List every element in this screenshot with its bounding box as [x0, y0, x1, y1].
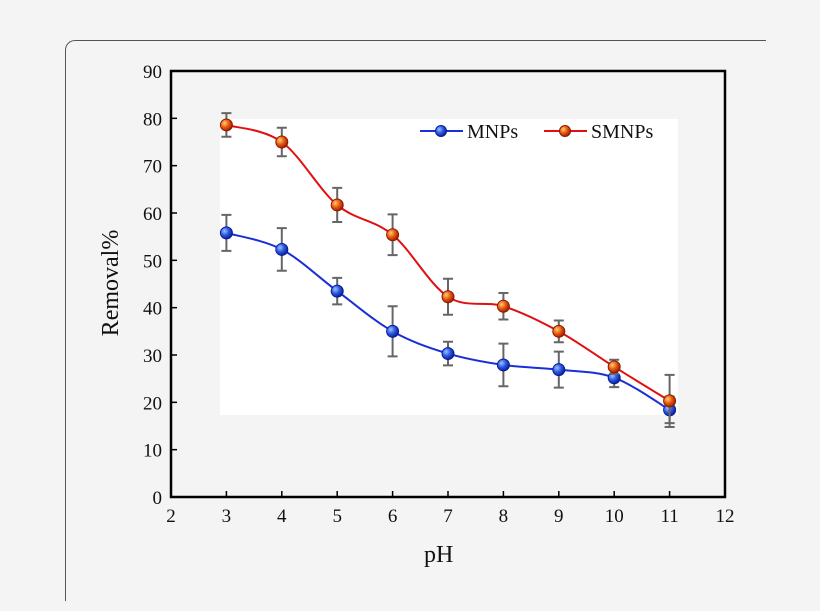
data-point-smnps: [441, 290, 455, 304]
x-tick-label: 10: [605, 506, 624, 527]
x-tick-label: 5: [332, 506, 342, 527]
y-tick-label: 60: [143, 204, 162, 225]
data-point-mnps: [441, 347, 455, 361]
legend-marker-mnps: [435, 125, 447, 137]
data-point-mnps: [552, 363, 566, 377]
data-point-smnps: [386, 228, 400, 242]
data-point-smnps: [496, 299, 510, 313]
x-axis-label: pH: [424, 542, 453, 568]
legend-marker-smnps: [559, 125, 571, 137]
y-tick-label: 70: [143, 157, 162, 178]
data-point-smnps: [275, 135, 289, 149]
x-tick-label: 4: [277, 506, 287, 527]
y-axis-label: Removal%: [98, 230, 124, 337]
x-tick-label: 7: [443, 506, 453, 527]
data-point-smnps: [607, 360, 621, 374]
x-tick-label: 11: [660, 506, 678, 527]
data-point-mnps: [275, 242, 289, 256]
x-tick-label: 2: [166, 506, 176, 527]
y-tick-label: 90: [143, 62, 162, 83]
y-tick-label: 80: [143, 109, 162, 130]
data-point-mnps: [330, 284, 344, 298]
legend-label-smnps: SMNPs: [591, 121, 653, 143]
data-point-smnps: [330, 198, 344, 212]
data-point-mnps: [386, 324, 400, 338]
data-point-mnps: [219, 226, 233, 240]
x-tick-label: 9: [554, 506, 564, 527]
y-tick-label: 20: [143, 393, 162, 414]
x-tick-label: 8: [499, 506, 509, 527]
legend: MNPs SMNPs: [420, 121, 653, 143]
y-tick-label: 50: [143, 251, 162, 272]
x-tick-label: 3: [222, 506, 232, 527]
figure-frame: [65, 40, 766, 601]
data-point-smnps: [219, 118, 233, 132]
data-point-smnps: [552, 324, 566, 338]
legend-label-mnps: MNPs: [467, 121, 518, 143]
y-tick-label: 40: [143, 299, 162, 320]
data-point-smnps: [663, 394, 677, 408]
y-tick-label: 30: [143, 346, 162, 367]
y-tick-label: 0: [153, 488, 163, 509]
x-tick-label: 12: [716, 506, 735, 527]
y-tick-label: 10: [143, 441, 162, 462]
x-tick-label: 6: [388, 506, 398, 527]
data-point-mnps: [496, 358, 510, 372]
